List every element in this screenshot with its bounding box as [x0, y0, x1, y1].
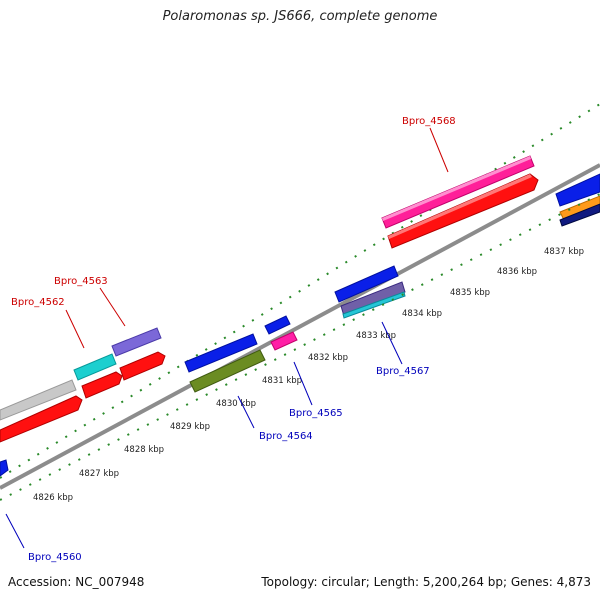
gene-bpro-4562[interactable] [0, 379, 77, 421]
forward-genes [0, 155, 539, 443]
outer-tick-track [0, 103, 600, 479]
gene-blue-4834[interactable] [334, 265, 399, 303]
gene-cyan-4567[interactable] [342, 291, 406, 319]
gene-red-forward-4[interactable] [0, 395, 83, 443]
backbone-line [0, 163, 600, 490]
callout-line-bpro-4567 [381, 321, 403, 365]
kbp-label: 4829 kbp [170, 422, 210, 432]
gene-red-forward-1-highlight [388, 174, 532, 239]
gene-blue-reverse-edge[interactable] [555, 173, 600, 207]
callout-line-bpro-4562 [65, 309, 85, 349]
kbp-label: 4835 kbp [450, 288, 490, 298]
gene-blue-small[interactable] [264, 315, 291, 335]
label-bpro-4568[interactable]: Bpro_4568 [402, 116, 456, 127]
accession-text: Accession: NC_007948 [8, 575, 145, 589]
label-bpro-4560[interactable]: Bpro_4560 [28, 552, 82, 563]
gene-bpro-4564[interactable] [189, 349, 266, 393]
kbp-label: 4826 kbp [33, 493, 73, 503]
label-bpro-4564[interactable]: Bpro_4564 [259, 431, 313, 442]
label-bpro-4565[interactable]: Bpro_4565 [289, 408, 343, 419]
map-title: Polaromonas sp. JS666, complete genome [162, 9, 438, 24]
label-bpro-4567[interactable]: Bpro_4567 [376, 366, 430, 377]
backbone [0, 163, 600, 490]
gene-red-forward-3[interactable] [81, 371, 123, 399]
gene-cyan-forward[interactable] [73, 353, 117, 381]
callout-line-bpro-4560 [5, 513, 25, 549]
kbp-label: 4832 kbp [308, 353, 348, 363]
kbp-label: 4827 kbp [79, 469, 119, 479]
gene-orange-reverse-edge[interactable] [559, 195, 600, 221]
kbp-label: 4833 kbp [356, 331, 396, 341]
inner-tick-track [0, 193, 600, 501]
gene-bpro-4563[interactable] [111, 327, 162, 357]
label-bpro-4563[interactable]: Bpro_4563 [54, 276, 108, 287]
callout-line-bpro-4564 [237, 395, 255, 429]
kbp-label: 4828 kbp [124, 445, 164, 455]
inner-tick-dots [0, 193, 600, 501]
label-bpro-4562[interactable]: Bpro_4562 [11, 297, 65, 308]
gene-navy-reverse-edge[interactable] [559, 203, 600, 227]
reverse-genes [0, 173, 600, 477]
kbp-label: 4837 kbp [544, 247, 584, 257]
outer-tick-dots [0, 103, 600, 479]
gene-bpro-4565[interactable] [270, 331, 298, 351]
kbp-labels: 4826 kbp 4827 kbp 4828 kbp 4829 kbp 4830 kbp… [33, 247, 584, 503]
callout-line-bpro-4568 [429, 127, 449, 173]
kbp-label: 4831 kbp [262, 376, 302, 386]
gene-bpro-4567[interactable] [340, 281, 406, 317]
callout-line-bpro-4563 [99, 287, 126, 327]
gene-red-forward-2[interactable] [119, 351, 166, 381]
gene-bpro-4568-highlight [382, 156, 531, 221]
gene-blue-4830[interactable] [184, 333, 258, 373]
kbp-label: 4834 kbp [402, 309, 442, 319]
gene-bpro-4560[interactable] [0, 459, 9, 477]
genome-summary-text: Topology: circular; Length: 5,200,264 bp… [261, 575, 591, 589]
gene-labels: Bpro_4568 Bpro_4563 Bpro_4562 Bpro_4567 … [11, 116, 456, 563]
kbp-label: 4836 kbp [497, 267, 537, 277]
kbp-label: 4830 kbp [216, 399, 256, 409]
callout-line-bpro-4565 [293, 361, 313, 406]
callout-lines [5, 127, 449, 549]
